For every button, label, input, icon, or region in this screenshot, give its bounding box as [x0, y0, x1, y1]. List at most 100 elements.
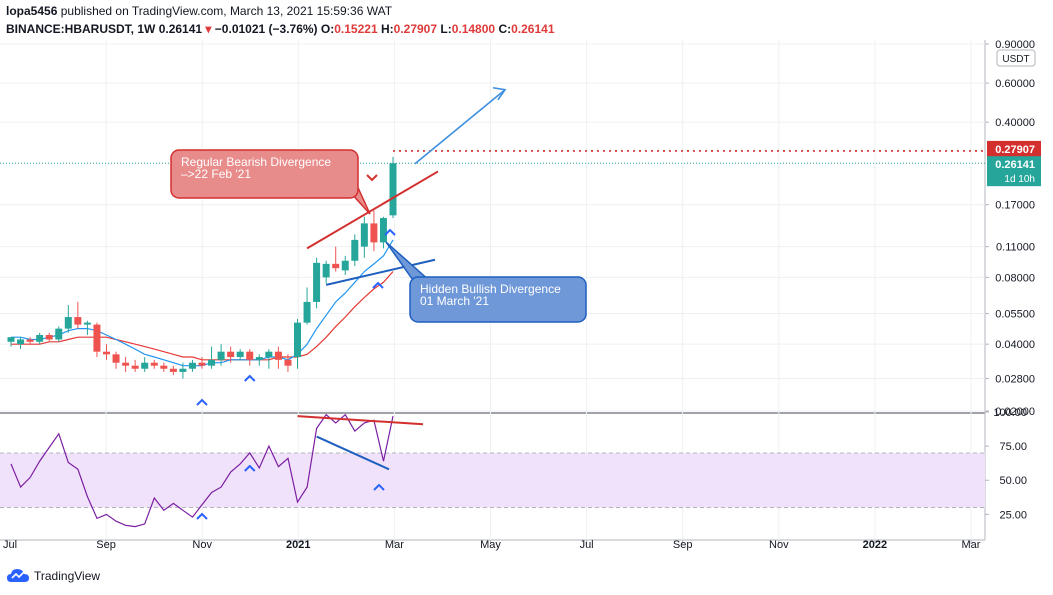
candle-body: [188, 362, 196, 369]
candle: [370, 210, 378, 252]
time-tick-label: May: [480, 539, 501, 551]
price-tick-label: 0.02800: [995, 374, 1035, 386]
candle: [313, 257, 321, 309]
candle: [379, 216, 387, 249]
last-price: 0.26141: [158, 22, 203, 36]
candle: [26, 337, 34, 345]
chevron-down-icon: [366, 174, 378, 182]
price-tick-label: 0.17000: [995, 200, 1035, 212]
price-tick-label: 0.11000: [996, 242, 1035, 254]
currency-box: [996, 49, 1036, 67]
candle-body: [83, 322, 91, 325]
rsi-tick-label: 75.00: [999, 441, 1027, 453]
candle-body: [217, 351, 225, 360]
candle-body: [313, 262, 321, 302]
candle: [198, 357, 206, 369]
bearish-callout-box: [170, 149, 359, 199]
divergence-drawings: Regular Bearish Divergence–>22 Feb '21Hi…: [170, 86, 985, 520]
chevron-up-icon: [373, 483, 385, 491]
candle-body: [379, 218, 387, 243]
candle: [360, 216, 368, 258]
chart-grid: [0, 40, 986, 541]
candle: [160, 362, 168, 372]
candle-body: [341, 260, 349, 271]
bullish-callout-box: [409, 276, 587, 323]
time-tick-label: Jul: [3, 539, 17, 551]
candle: [389, 156, 397, 219]
brand-name: TradingView: [34, 569, 101, 583]
candle: [255, 354, 263, 366]
candle-body: [141, 362, 149, 369]
time-tick-label: Sep: [96, 539, 116, 551]
published-text: published on TradingView.com, March 13, …: [60, 4, 393, 18]
candle-body: [294, 322, 301, 358]
candle: [74, 301, 82, 329]
candle-body: [122, 362, 130, 366]
down-arrow-icon: ▾: [205, 22, 212, 36]
last-marker-box: [987, 156, 1041, 187]
bearish-callout-text: Regular Bearish Divergence: [181, 155, 331, 169]
cloud-icon: [7, 569, 29, 582]
candle-body: [112, 354, 120, 363]
candle: [294, 318, 301, 369]
time-axis: Jul Sep Nov 2021 Mar May Jul Sep Nov 2022 Mar: [3, 539, 981, 551]
open-label: O:: [320, 22, 335, 36]
candle: [93, 322, 101, 358]
candle-body: [169, 368, 177, 372]
rsi-tick-label: 100.00: [993, 407, 1027, 419]
price-tick-label: 0.04000: [995, 339, 1035, 351]
candle: [64, 305, 72, 333]
time-tick-label: Jul: [580, 539, 594, 551]
candle: [141, 357, 149, 372]
candle-body: [322, 263, 330, 278]
low-label: L:: [440, 22, 452, 36]
candle: [122, 357, 130, 372]
candlestick-series: [7, 156, 397, 379]
candle-body: [332, 263, 340, 269]
candle-body: [370, 223, 378, 243]
high-label: H:: [380, 22, 394, 36]
candle: [188, 359, 196, 372]
close-label: C:: [498, 22, 512, 36]
candle-body: [103, 351, 110, 355]
time-tick-label: 2022: [863, 539, 887, 551]
price-tick-label: 0.05500: [995, 308, 1035, 320]
publisher-name[interactable]: lopa5456: [6, 4, 58, 18]
tradingview-logo[interactable]: TradingView: [6, 568, 100, 584]
last-marker-label: 0.26141: [995, 159, 1035, 171]
low-value: 0.14800: [451, 22, 496, 36]
candle: [208, 346, 216, 369]
high-marker-box: [987, 140, 1041, 157]
candle-body: [208, 359, 216, 366]
currency-label: USDT: [1002, 54, 1029, 65]
candle-body: [246, 351, 254, 360]
candle: [150, 359, 158, 369]
high-value: 0.27907: [393, 22, 438, 36]
candle-body: [284, 359, 292, 366]
rsi-zone: [0, 452, 985, 508]
price-change: −0.01021 (−3.76%): [214, 22, 318, 36]
rsi-bearish-line: [297, 415, 424, 426]
open-value: 0.15221: [334, 22, 378, 36]
candle-body: [255, 357, 263, 360]
candle-body: [227, 351, 235, 358]
chevron-up-icon: [372, 281, 384, 289]
candle-body: [351, 239, 359, 261]
price-axis: 0.90000 0.60000 0.40000 0.17000 0.11000 0.080…: [985, 39, 1041, 521]
candle-body: [36, 334, 44, 342]
candle: [274, 346, 282, 369]
candle: [303, 287, 311, 325]
symbol-label[interactable]: BINANCE:HBARUSDT, 1W: [6, 22, 156, 36]
candle-body: [360, 223, 368, 247]
projection-arrow-line: [414, 89, 506, 165]
candle: [265, 349, 273, 369]
candle-body: [17, 339, 25, 345]
time-tick-label: Mar: [385, 539, 404, 551]
candle-body: [236, 351, 244, 358]
bullish-callout-text: 01 March '21: [420, 294, 489, 308]
candle: [103, 344, 110, 360]
chevron-up-icon: [196, 512, 208, 520]
candle-body: [7, 337, 15, 342]
